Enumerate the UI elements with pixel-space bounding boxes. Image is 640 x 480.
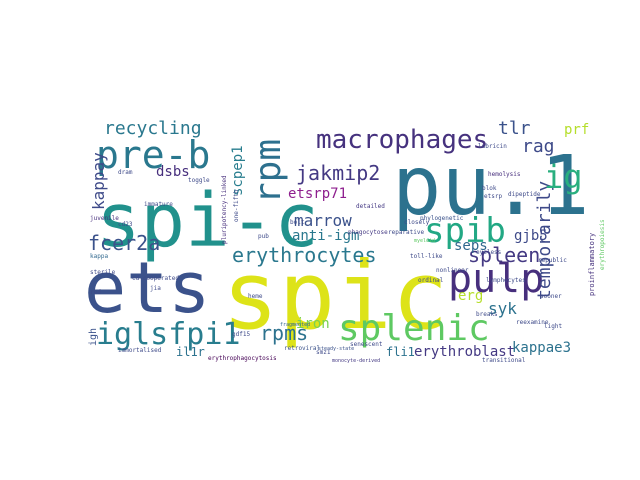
word-ig: ig <box>544 158 583 196</box>
word-dipeptide: dipeptide <box>508 191 541 198</box>
word-phylogenetic: phylogenetic <box>420 215 464 222</box>
word-splenic: splenic <box>338 308 490 349</box>
word-pre-b: pre-b <box>96 133 210 177</box>
word-gdf15: gdf15 <box>232 331 250 338</box>
word-closely: closely <box>404 219 430 226</box>
word-etsrp71: etsrp71 <box>288 186 347 202</box>
word-spi-c: spi-c <box>96 178 319 264</box>
word-recycling: recycling <box>104 118 202 139</box>
word-pluripotency-linked: pluripotency-linked <box>221 175 228 244</box>
word-lubricin: lubricin <box>478 143 507 150</box>
word-transitional: transitional <box>482 357 526 364</box>
word-smz1: smz1 <box>316 349 331 356</box>
word-breaks: breaks <box>476 311 498 318</box>
word-cloud-words: spi-c spic ets pu.1 pre-b rpm macrophage… <box>84 118 606 364</box>
word-light: light <box>544 323 562 330</box>
word-jakmip2: jakmip2 <box>296 161 380 185</box>
word-phagocytose: phagocytose <box>348 229 388 236</box>
word-seps: seps <box>454 238 488 254</box>
word-gjb5: gjb5 <box>514 228 548 244</box>
word-pub: pub <box>258 233 269 240</box>
word-rag: rag <box>522 136 555 157</box>
word-iglsfpi1: iglsfpi1 <box>96 317 241 352</box>
word-kappay: kappay <box>89 152 108 210</box>
word-sterile: sterile <box>90 269 116 276</box>
word-rpm: rpm <box>248 139 289 204</box>
word-detailed: detailed <box>356 203 385 210</box>
word-fragmented: fragmented <box>280 322 310 328</box>
word-senescent: senescent <box>350 341 383 348</box>
word-ets: ets <box>84 247 210 329</box>
word-one-fifth: one-fifth <box>233 189 240 222</box>
word-iron: iron <box>296 316 330 332</box>
word-tlr: tlr <box>498 118 531 139</box>
word-erg: erg <box>458 288 483 304</box>
word-jia: jia <box>150 285 161 292</box>
word-toll-like: toll-like <box>410 253 443 260</box>
word-reexamine: reexamine <box>516 319 549 326</box>
word-steady-state: steady-state <box>318 346 354 352</box>
word-erythrocytes: erythrocytes <box>232 243 377 267</box>
word-proinflammatory: proinflammatory <box>588 233 596 296</box>
word-spleen: spleen <box>468 243 540 267</box>
word-immature: immature <box>144 201 173 208</box>
word-pu-1: pu.1 <box>392 139 589 234</box>
word-fcer2a: fcer2a <box>88 231 160 255</box>
word-red: red <box>90 289 101 296</box>
word-ordinal: ordinal <box>418 277 444 284</box>
word-eyeless: eyeless <box>476 249 502 256</box>
word-erythroblast: erythroblast <box>414 344 515 360</box>
word-cd-cooperated: cd-cooperated <box>132 275 179 282</box>
word-republic: republic <box>538 257 567 264</box>
word-pulp: pulp <box>448 256 544 302</box>
word-marrow: marrow <box>294 211 352 230</box>
word-dsbs: dsbs <box>156 164 190 180</box>
word-toggle: toggle <box>188 177 210 184</box>
word-spic: spic <box>222 242 448 351</box>
word-fli1: fli1 <box>386 345 415 359</box>
word-prf: prf <box>564 122 589 138</box>
word-heme: heme <box>248 293 263 300</box>
word-blok: blok <box>482 185 497 192</box>
word-monocyte-derived: monocyte-derived <box>332 358 380 364</box>
word-il1r: il1r <box>176 345 205 359</box>
word-erythrophagocytosis: erythrophagocytosis <box>208 355 277 362</box>
word-macrophages: macrophages <box>316 125 488 155</box>
word-kappa: kappa <box>90 253 108 260</box>
word-sooner: sooner <box>540 293 562 300</box>
word-myeloid: myeloid <box>414 238 435 244</box>
word-spib: spib <box>424 211 506 251</box>
word-erythropoiesis: erythropoiesis <box>599 219 606 270</box>
word-kappae3: kappae3 <box>512 340 571 356</box>
word-rpms: rpms <box>260 321 308 345</box>
word-cd23: cd23 <box>118 221 133 228</box>
word-nonlinear: nonlinear <box>436 267 469 274</box>
word-syk: syk <box>488 299 517 318</box>
word-etsrp: etsrp <box>484 193 502 200</box>
word-lymphocytes: lymphocytes <box>486 277 526 284</box>
word-igh: igh <box>88 328 99 346</box>
word-retroviral: retroviral <box>284 345 321 352</box>
word-scpep1: scpep1 <box>230 145 246 196</box>
word-juvenile: juvenile <box>90 215 119 222</box>
word-bolt: bolt <box>290 219 305 226</box>
word-temporarily: temporarily <box>534 181 555 300</box>
word-immortalised: immortalised <box>118 347 162 354</box>
word-anti-igm: anti-igm <box>292 228 359 244</box>
word-hemolysis: hemolysis <box>488 171 521 178</box>
word-dram: dram <box>118 169 133 176</box>
word-reparative: reparative <box>388 229 425 236</box>
